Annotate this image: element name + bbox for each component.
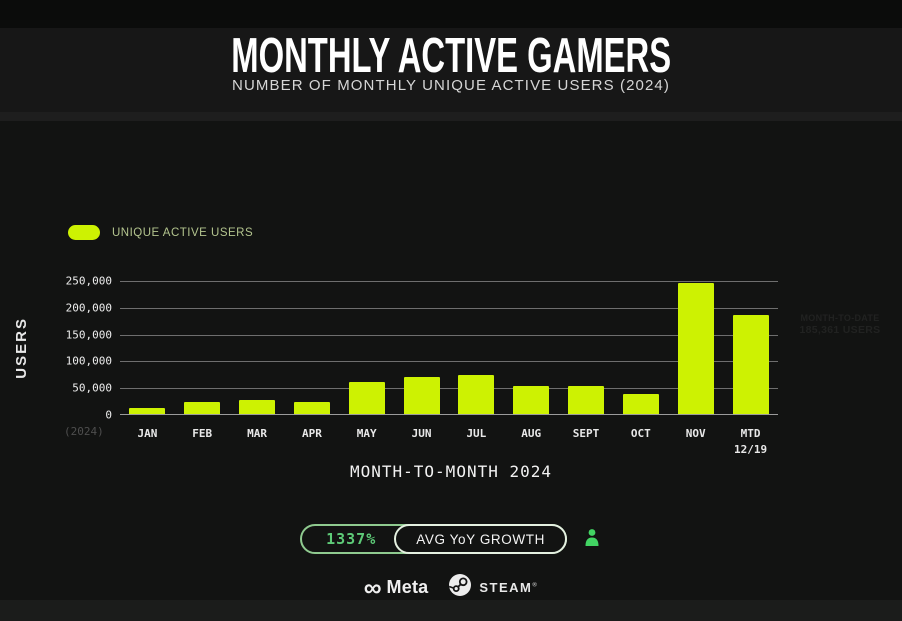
steam-logo: STEAM® — [448, 573, 538, 602]
growth-badge-row: 1337% AVG YoY GROWTH — [0, 524, 902, 554]
x-tick-jun: JUN — [411, 427, 432, 440]
y-tick-label: 200,000 — [65, 301, 112, 315]
growth-badge: 1337% AVG YoY GROWTH — [300, 524, 567, 554]
bar-oct — [622, 393, 659, 414]
bar-column — [559, 281, 614, 414]
bar-jan — [129, 407, 166, 414]
x-tick-mtd: MTD 12/19 — [723, 427, 778, 456]
mtd-annotation-line1: MONTH-TO-DATE — [800, 313, 880, 323]
page-title: MONTHLY ACTIVE GAMERS — [231, 29, 671, 83]
x-tick-feb: FEB — [192, 427, 213, 440]
bar-jul — [458, 374, 495, 414]
bar-column — [449, 281, 504, 414]
bar-column — [230, 281, 285, 414]
x-axis-year-note: (2024) — [64, 425, 104, 438]
gridline — [120, 281, 778, 282]
header-divider — [0, 112, 902, 121]
bar-column — [668, 281, 723, 414]
bar-aug — [513, 385, 550, 414]
gridline — [120, 388, 778, 390]
meta-infinity-icon: ∞ — [363, 573, 382, 602]
top-strip — [0, 0, 902, 28]
footer-strip — [0, 600, 902, 621]
bar-apr — [293, 401, 330, 414]
x-tick-oct: OCT — [630, 427, 651, 440]
x-axis-labels: JAN FEB MAR APR MAY JUN JUL AUG SEPT OCT NOV MTD 12/… — [120, 427, 778, 456]
x-tick-sept: SEPT — [572, 427, 600, 440]
bar-column — [394, 281, 449, 414]
bar-mar — [239, 399, 276, 414]
x-tick-may: MAY — [356, 427, 377, 440]
x-tick-aug: AUG — [521, 427, 542, 440]
plot-area — [120, 281, 778, 415]
steam-icon — [448, 573, 472, 602]
bar-column — [284, 281, 339, 414]
steam-trademark: ® — [532, 582, 539, 589]
steam-wordmark: STEAM® — [479, 580, 539, 595]
bar-column — [120, 281, 175, 414]
y-axis-labels: 250,000 200,000 150,000 100,000 50,000 0 — [16, 275, 112, 422]
bar-chart: 250,000 200,000 150,000 100,000 50,000 0 JAN F… — [66, 275, 778, 456]
gridline — [120, 307, 778, 309]
bar-mtd — [732, 314, 769, 414]
bar-column — [339, 281, 394, 414]
mtd-annotation-line2: 185,361 USERS — [799, 324, 881, 336]
legend-swatch-pill — [68, 225, 100, 240]
x-tick-mar: MAR — [247, 427, 267, 440]
bar-column — [723, 281, 778, 414]
y-tick-label: 250,000 — [65, 274, 112, 288]
bar-feb — [184, 401, 221, 414]
mtd-annotation: MONTH-TO-DATE 185,361 USERS — [786, 312, 894, 336]
bar-column — [504, 281, 559, 414]
header: MONTHLY ACTIVE GAMERS NUMBER OF MONTHLY … — [0, 28, 902, 112]
y-tick-label: 0 — [105, 408, 112, 422]
gridline — [120, 361, 778, 363]
x-tick-jan: JAN — [137, 427, 158, 440]
y-tick-label: 150,000 — [65, 328, 112, 342]
brand-logos: ∞ Meta STEAM® — [0, 573, 902, 602]
y-tick-label: 100,000 — [65, 354, 112, 368]
growth-label: AVG YoY GROWTH — [394, 524, 567, 554]
legend-label: UNIQUE ACTIVE USERS — [112, 226, 254, 239]
bar-sept — [568, 385, 605, 414]
gridline — [120, 334, 778, 336]
bar-may — [348, 382, 385, 414]
bar-column — [613, 281, 668, 414]
bars — [120, 281, 778, 414]
x-axis-title: MONTH-TO-MONTH 2024 — [349, 462, 553, 481]
x-tick-apr: APR — [301, 427, 322, 440]
bar-column — [175, 281, 230, 414]
person-icon — [582, 527, 602, 552]
x-tick-sublabel: 12/19 — [733, 443, 768, 456]
x-tick-nov: NOV — [685, 427, 706, 440]
meta-logo: ∞ Meta — [363, 573, 429, 602]
meta-wordmark: Meta — [386, 577, 429, 597]
growth-value: 1337% — [326, 530, 377, 548]
x-tick-jul: JUL — [466, 427, 487, 440]
page-subtitle: NUMBER OF MONTHLY UNIQUE ACTIVE USERS (2… — [232, 77, 670, 94]
legend: UNIQUE ACTIVE USERS — [68, 225, 253, 240]
y-tick-label: 50,000 — [72, 381, 112, 395]
bar-nov — [677, 282, 714, 414]
bar-jun — [403, 376, 440, 414]
chart-section: UNIQUE ACTIVE USERS USERS 250,000 200,000… — [0, 121, 902, 600]
